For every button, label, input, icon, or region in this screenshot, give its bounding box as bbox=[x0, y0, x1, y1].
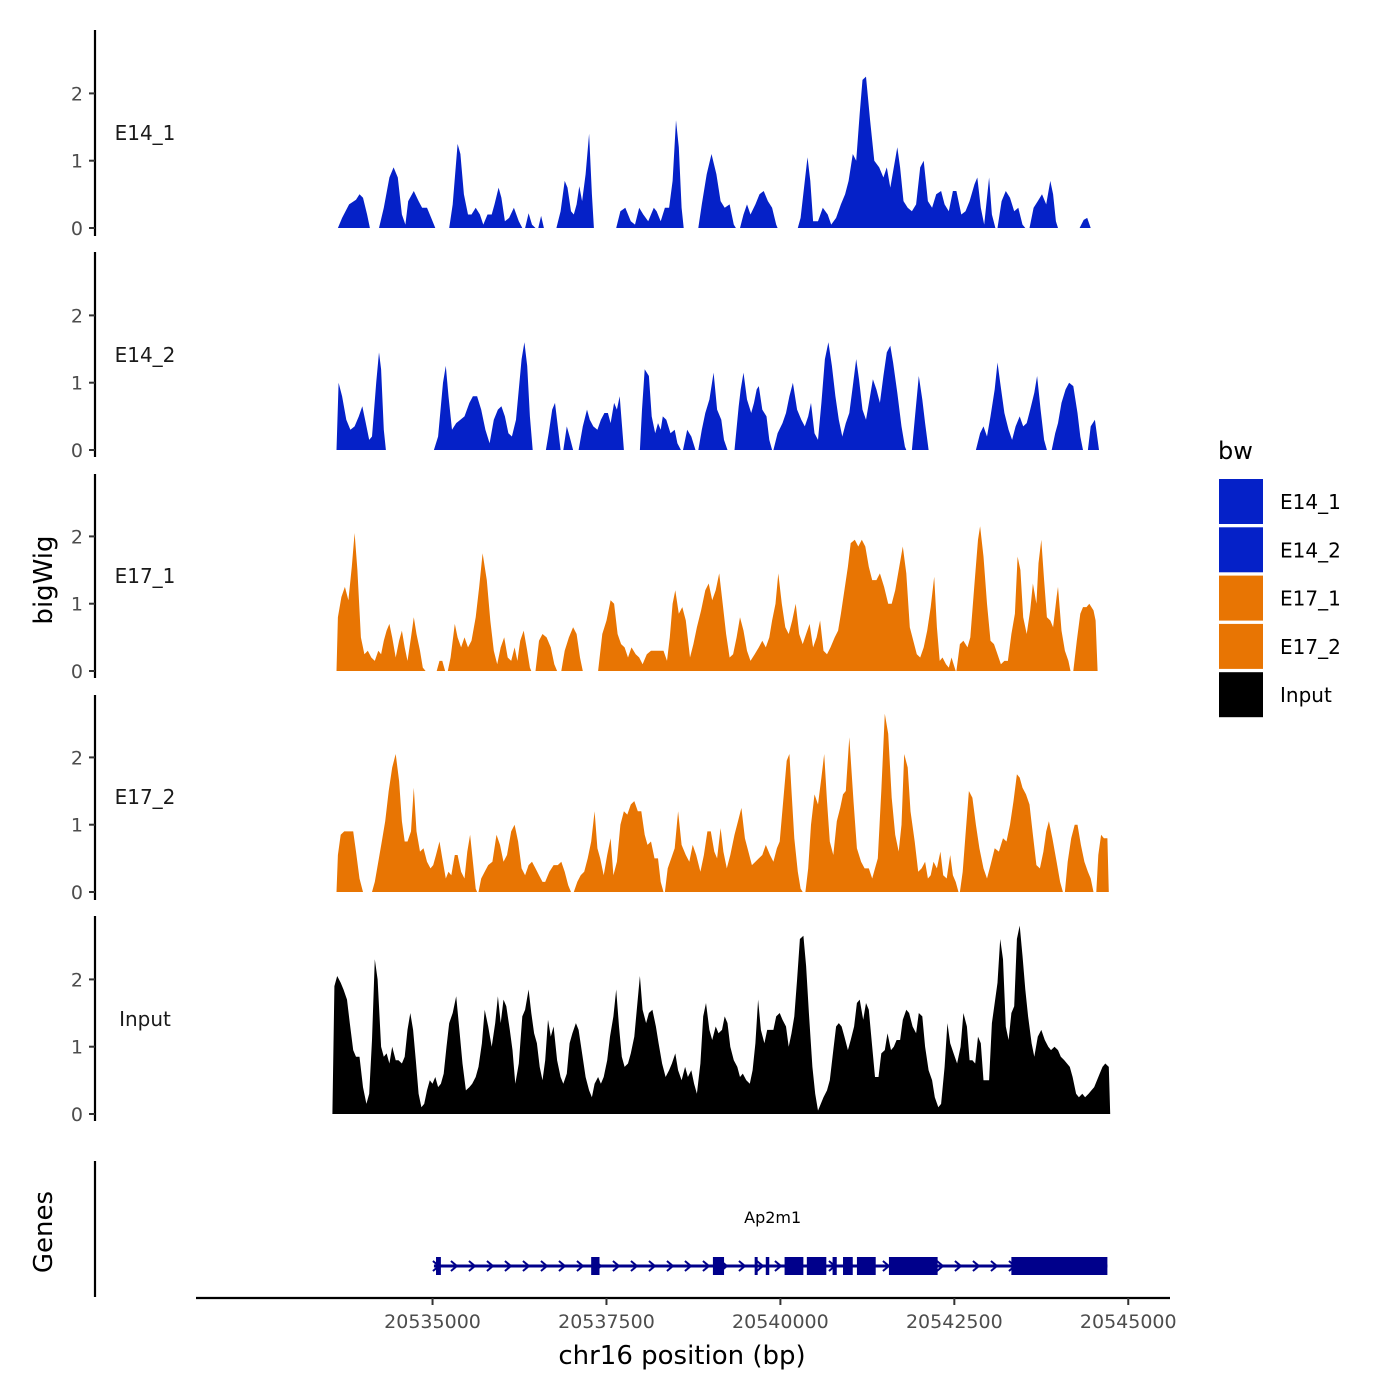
gene-exon bbox=[856, 1257, 876, 1275]
gene-track-title: Genes bbox=[29, 1191, 59, 1273]
gene-track: Ap2m1 bbox=[432, 1208, 1108, 1275]
area-input bbox=[332, 925, 1111, 1114]
y-tick-label: 2 bbox=[71, 747, 83, 769]
gene-exon bbox=[832, 1257, 837, 1275]
y-tick-label: 2 bbox=[71, 305, 83, 327]
track-e17-1: E17_1 bbox=[115, 526, 1098, 671]
gene-exon bbox=[712, 1257, 725, 1275]
x-tick-label: 20535000 bbox=[384, 1311, 481, 1333]
strand-arrow bbox=[990, 1260, 999, 1272]
strand-arrow bbox=[666, 1260, 675, 1272]
gene-exon bbox=[888, 1257, 938, 1275]
track-e17-2: E17_2 bbox=[115, 713, 1109, 892]
area-e14-2 bbox=[336, 342, 1099, 450]
track-input: Input bbox=[119, 925, 1111, 1114]
track-e14-1: E14_1 bbox=[115, 76, 1091, 228]
track-label-input: Input bbox=[119, 1007, 171, 1031]
gene-exon bbox=[591, 1257, 600, 1275]
legend-title: bw bbox=[1218, 437, 1253, 465]
strand-arrow bbox=[936, 1260, 945, 1272]
strand-arrow bbox=[972, 1260, 981, 1272]
track-label-e17-2: E17_2 bbox=[115, 785, 176, 809]
legend-label-e14-1: E14_1 bbox=[1280, 490, 1341, 514]
axes-layer: 0 1 2 0 1 2 0 1 2 0 1 2 0 1 2 20535000 20537500 20540000 2… bbox=[71, 30, 1177, 1333]
strand-arrow bbox=[648, 1260, 657, 1272]
y-tick-label: 1 bbox=[71, 151, 83, 173]
area-e14-1 bbox=[337, 76, 1091, 228]
legend-swatch-e14-1 bbox=[1219, 479, 1263, 524]
y-tick-label: 0 bbox=[71, 661, 83, 683]
y-axis-title: bigWig bbox=[29, 535, 59, 624]
track-label-e14-1: E14_1 bbox=[115, 121, 176, 145]
legend-swatch-e17-1 bbox=[1219, 575, 1263, 621]
strand-arrow bbox=[954, 1260, 963, 1272]
y-tick-label: 0 bbox=[71, 882, 83, 904]
y-tick-label: 2 bbox=[71, 969, 83, 991]
gene-exon bbox=[784, 1257, 804, 1275]
legend-label-e14-2: E14_2 bbox=[1280, 538, 1341, 562]
y-tick-label: 1 bbox=[71, 1037, 83, 1059]
gene-exon bbox=[843, 1257, 853, 1275]
legend-label-input: Input bbox=[1280, 683, 1332, 707]
strand-arrow bbox=[774, 1260, 783, 1272]
gene-exon bbox=[436, 1257, 441, 1275]
y-tick-label: 1 bbox=[71, 373, 83, 395]
gene-exon bbox=[765, 1257, 770, 1275]
strand-arrow bbox=[450, 1260, 459, 1272]
legend: bw E14_1 E14_2 E17_1 E17_2 Input bbox=[1218, 437, 1341, 718]
y-tick-label: 1 bbox=[71, 594, 83, 616]
strand-arrow bbox=[468, 1260, 477, 1272]
strand-arrow bbox=[576, 1260, 585, 1272]
strand-arrow bbox=[486, 1260, 495, 1272]
y-tick-label: 2 bbox=[71, 526, 83, 548]
x-axis-title: chr16 position (bp) bbox=[558, 1341, 805, 1371]
legend-label-e17-2: E17_2 bbox=[1280, 635, 1341, 659]
y-tick-label: 1 bbox=[71, 815, 83, 837]
strand-arrow bbox=[558, 1260, 567, 1272]
strand-arrow bbox=[522, 1260, 531, 1272]
strand-arrow bbox=[630, 1260, 639, 1272]
strand-arrow bbox=[756, 1260, 765, 1272]
track-label-e17-1: E17_1 bbox=[115, 564, 176, 588]
x-tick-label: 20545000 bbox=[1080, 1311, 1177, 1333]
x-tick-label: 20542500 bbox=[906, 1311, 1003, 1333]
tracks-layer: E14_1 E14_2 E17_1 E17_2 Input bbox=[115, 76, 1111, 1114]
area-e17-1 bbox=[336, 526, 1098, 671]
y-tick-label: 0 bbox=[71, 218, 83, 240]
strand-arrow bbox=[540, 1260, 549, 1272]
y-tick-label: 2 bbox=[71, 83, 83, 105]
y-tick-label: 0 bbox=[71, 1104, 83, 1126]
legend-swatch-e17-2 bbox=[1219, 623, 1263, 669]
legend-swatch-input bbox=[1219, 672, 1263, 718]
legend-label-e17-1: E17_1 bbox=[1280, 587, 1341, 611]
gene-exon bbox=[1011, 1257, 1108, 1275]
gene-exon bbox=[754, 1257, 758, 1275]
gene-name-label: Ap2m1 bbox=[744, 1208, 801, 1227]
area-e17-2 bbox=[336, 713, 1109, 892]
y-tick-label: 0 bbox=[71, 440, 83, 462]
legend-swatch-e14-2 bbox=[1219, 527, 1263, 573]
x-tick-label: 20540000 bbox=[732, 1311, 829, 1333]
track-e14-2: E14_2 bbox=[115, 342, 1099, 450]
strand-arrow bbox=[504, 1260, 513, 1272]
track-label-e14-2: E14_2 bbox=[115, 343, 176, 367]
strand-arrow bbox=[738, 1260, 747, 1272]
gene-exon bbox=[806, 1257, 827, 1275]
strand-arrow bbox=[684, 1260, 693, 1272]
strand-arrow bbox=[612, 1260, 621, 1272]
x-tick-label: 20537500 bbox=[558, 1311, 655, 1333]
strand-arrow bbox=[702, 1260, 711, 1272]
